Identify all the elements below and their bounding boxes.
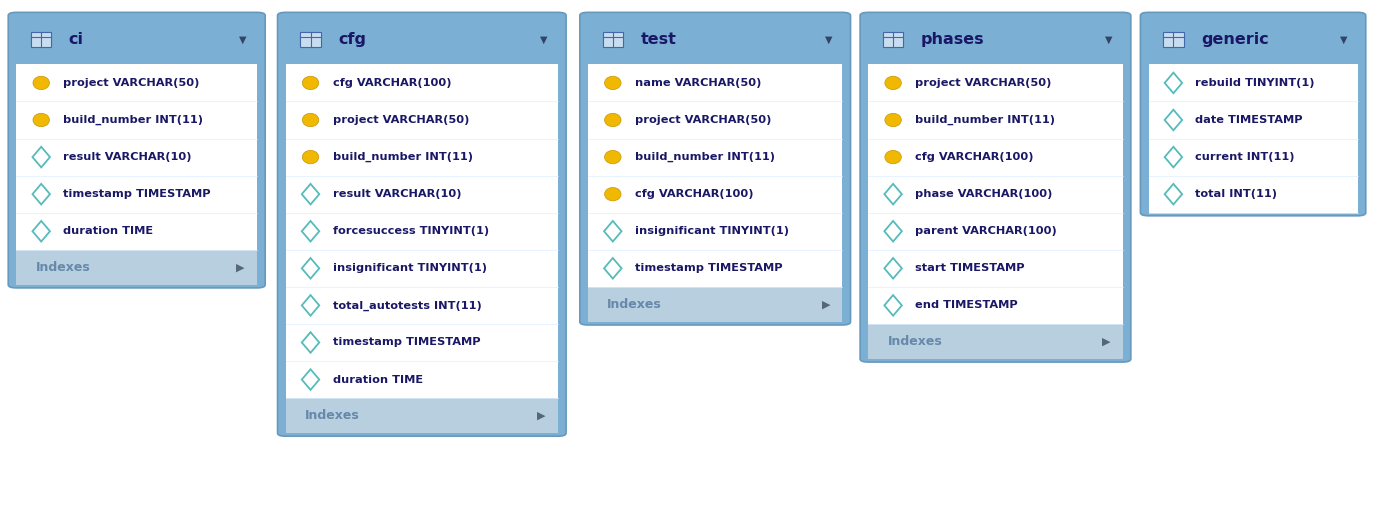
Bar (286, 398, 558, 433)
Text: ▼: ▼ (540, 35, 548, 45)
Ellipse shape (605, 187, 621, 201)
Bar (286, 64, 558, 398)
Text: timestamp TIMESTAMP: timestamp TIMESTAMP (333, 337, 480, 348)
Text: ▼: ▼ (1105, 35, 1113, 45)
Text: build_number INT(11): build_number INT(11) (333, 152, 473, 162)
Ellipse shape (302, 76, 319, 90)
Text: duration TIME: duration TIME (333, 374, 423, 385)
Text: name VARCHAR(50): name VARCHAR(50) (635, 78, 761, 88)
Bar (588, 64, 842, 287)
Text: ▶: ▶ (822, 299, 830, 310)
Ellipse shape (33, 113, 49, 127)
Text: ▼: ▼ (239, 35, 247, 45)
Text: project VARCHAR(50): project VARCHAR(50) (333, 115, 469, 125)
Text: build_number INT(11): build_number INT(11) (635, 152, 775, 162)
Text: insignificant TINYINT(1): insignificant TINYINT(1) (333, 263, 486, 273)
Text: build_number INT(11): build_number INT(11) (63, 115, 203, 125)
FancyBboxPatch shape (278, 12, 566, 436)
Text: timestamp TIMESTAMP: timestamp TIMESTAMP (63, 189, 210, 199)
Bar (868, 324, 1123, 359)
Ellipse shape (302, 150, 319, 164)
Text: Indexes: Indexes (888, 335, 943, 348)
Text: ▶: ▶ (1102, 336, 1110, 347)
Bar (32, 32, 51, 47)
Text: end TIMESTAMP: end TIMESTAMP (915, 300, 1018, 311)
FancyBboxPatch shape (1140, 12, 1366, 216)
Text: Indexes: Indexes (305, 409, 360, 422)
Bar (16, 64, 257, 250)
Text: duration TIME: duration TIME (63, 226, 154, 236)
Bar (301, 32, 320, 47)
Text: date TIMESTAMP: date TIMESTAMP (1195, 115, 1303, 125)
FancyBboxPatch shape (580, 12, 851, 325)
Ellipse shape (885, 150, 901, 164)
Bar (16, 250, 257, 285)
Ellipse shape (605, 113, 621, 127)
Ellipse shape (33, 76, 49, 90)
Text: result VARCHAR(10): result VARCHAR(10) (333, 189, 462, 199)
Text: project VARCHAR(50): project VARCHAR(50) (63, 78, 199, 88)
Text: ▼: ▼ (1340, 35, 1348, 45)
Bar (883, 32, 903, 47)
Text: cfg VARCHAR(100): cfg VARCHAR(100) (915, 152, 1033, 162)
Ellipse shape (885, 76, 901, 90)
Bar (868, 64, 1123, 324)
Ellipse shape (885, 113, 901, 127)
Text: cfg VARCHAR(100): cfg VARCHAR(100) (333, 78, 451, 88)
Text: forcesuccess TINYINT(1): forcesuccess TINYINT(1) (333, 226, 489, 236)
Bar (1164, 32, 1183, 47)
Text: start TIMESTAMP: start TIMESTAMP (915, 263, 1025, 273)
Text: Indexes: Indexes (36, 261, 91, 274)
Text: phase VARCHAR(100): phase VARCHAR(100) (915, 189, 1052, 199)
Text: result VARCHAR(10): result VARCHAR(10) (63, 152, 192, 162)
Bar (603, 32, 622, 47)
Text: ▶: ▶ (537, 410, 545, 421)
Text: phases: phases (921, 32, 984, 47)
Text: test: test (640, 32, 676, 47)
Text: total_autotests INT(11): total_autotests INT(11) (333, 300, 481, 311)
Text: rebuild TINYINT(1): rebuild TINYINT(1) (1195, 78, 1315, 88)
Text: project VARCHAR(50): project VARCHAR(50) (635, 115, 771, 125)
Text: project VARCHAR(50): project VARCHAR(50) (915, 78, 1051, 88)
Text: total INT(11): total INT(11) (1195, 189, 1278, 199)
Text: build_number INT(11): build_number INT(11) (915, 115, 1055, 125)
Text: current INT(11): current INT(11) (1195, 152, 1294, 162)
Text: cfg VARCHAR(100): cfg VARCHAR(100) (635, 189, 753, 199)
FancyBboxPatch shape (860, 12, 1131, 362)
Text: ci: ci (69, 32, 84, 47)
Text: parent VARCHAR(100): parent VARCHAR(100) (915, 226, 1057, 236)
Text: cfg: cfg (338, 32, 365, 47)
Text: ▼: ▼ (824, 35, 833, 45)
FancyBboxPatch shape (8, 12, 265, 288)
Ellipse shape (605, 76, 621, 90)
Text: ▶: ▶ (236, 262, 245, 272)
Text: insignificant TINYINT(1): insignificant TINYINT(1) (635, 226, 789, 236)
Text: generic: generic (1201, 32, 1268, 47)
Text: timestamp TIMESTAMP: timestamp TIMESTAMP (635, 263, 782, 273)
Bar (588, 287, 842, 322)
Ellipse shape (302, 113, 319, 127)
Ellipse shape (605, 150, 621, 164)
Text: Indexes: Indexes (607, 298, 662, 311)
Bar (1149, 64, 1358, 213)
